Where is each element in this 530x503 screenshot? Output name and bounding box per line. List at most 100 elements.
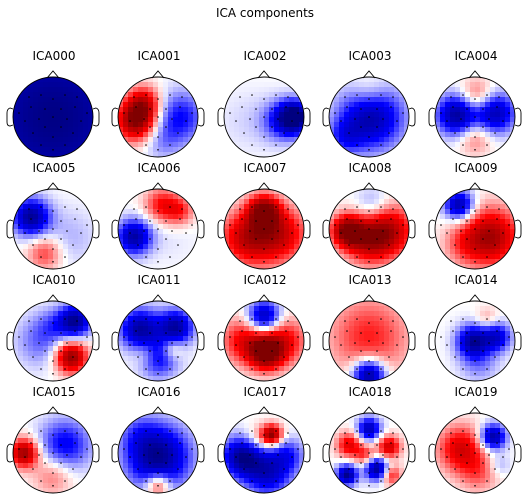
field-cell <box>505 234 511 240</box>
field-cell <box>460 209 466 215</box>
field-cell <box>510 361 515 367</box>
field-cell <box>183 122 189 128</box>
field-cell <box>63 473 69 479</box>
field-cell <box>475 254 481 260</box>
field-cell <box>379 219 385 225</box>
sensor-dot <box>474 340 476 342</box>
field-cell <box>143 413 149 419</box>
field-cell <box>63 433 69 439</box>
sensor-dot <box>474 228 476 230</box>
field-cell <box>63 189 69 195</box>
field-cell <box>359 142 365 148</box>
field-cell <box>173 117 179 123</box>
field-cell <box>495 264 501 269</box>
field-cell <box>168 361 174 367</box>
field-cell <box>173 356 179 362</box>
field-cell <box>465 87 471 93</box>
field-cell <box>128 488 134 493</box>
field-cell <box>249 361 255 367</box>
field-cell <box>158 428 164 434</box>
field-cell <box>118 82 124 88</box>
field-cell <box>13 224 19 230</box>
field-cell <box>63 219 69 225</box>
field-cell <box>475 77 481 83</box>
field-cell <box>339 346 345 352</box>
field-cell <box>239 413 245 419</box>
field-cell <box>63 341 69 347</box>
sensor-dot <box>243 244 245 246</box>
field-cell <box>435 219 441 225</box>
field-cell <box>244 443 250 449</box>
field-cell <box>163 418 169 424</box>
field-cell <box>480 214 486 220</box>
field-cell <box>188 356 194 362</box>
field-cell <box>239 326 245 332</box>
field-cell <box>133 229 139 235</box>
field-cell <box>68 438 74 444</box>
field-cell <box>229 341 235 347</box>
field-cell <box>178 488 184 493</box>
field-cell <box>239 97 245 103</box>
field-cell <box>384 341 390 347</box>
field-cell <box>264 346 270 352</box>
field-cell <box>485 204 491 210</box>
field-cell <box>143 331 149 337</box>
field-cell <box>188 102 194 108</box>
field-cell <box>234 199 240 205</box>
field-cell <box>244 234 250 240</box>
sensor-dot <box>376 332 378 334</box>
field-cell <box>234 351 240 357</box>
sensor-dot <box>157 360 159 362</box>
field-cell <box>369 127 375 133</box>
field-cell <box>359 361 365 367</box>
sensor-dot <box>171 230 173 232</box>
field-cell <box>284 224 290 230</box>
field-cell <box>384 127 390 133</box>
field-cell <box>178 438 184 444</box>
field-cell <box>349 107 355 113</box>
field-cell <box>28 254 34 260</box>
field-cell <box>173 137 179 143</box>
field-cell <box>404 311 409 317</box>
sensor-dot <box>60 350 62 352</box>
field-cell <box>450 142 456 148</box>
field-cell <box>53 418 59 424</box>
sensor-dot <box>169 256 171 258</box>
sensor-dot <box>486 206 488 208</box>
field-cell <box>435 204 441 210</box>
field-cell <box>490 107 496 113</box>
field-cell <box>369 336 375 342</box>
field-cell <box>500 214 506 220</box>
field-cell <box>500 219 506 225</box>
field-cell <box>269 219 275 225</box>
field-cell <box>450 234 456 240</box>
sensor-dot <box>30 106 32 108</box>
field-cell <box>229 92 235 98</box>
field-cell <box>158 189 164 195</box>
field-cell <box>264 234 270 240</box>
field-cell <box>455 214 461 220</box>
field-cell <box>269 122 275 128</box>
field-cell <box>133 244 139 250</box>
field-cell <box>28 351 34 357</box>
field-cell <box>329 142 335 148</box>
scalp-field <box>118 413 198 493</box>
field-cell <box>354 361 360 367</box>
field-cell <box>73 473 79 479</box>
field-cell <box>480 209 486 215</box>
field-cell <box>394 142 400 148</box>
field-cell <box>455 346 461 352</box>
field-cell <box>440 102 446 108</box>
field-cell <box>48 147 54 153</box>
field-cell <box>384 122 390 128</box>
field-cell <box>294 152 300 157</box>
field-cell <box>229 488 235 493</box>
field-cell <box>148 306 154 312</box>
field-cell <box>299 137 304 143</box>
field-cell <box>148 336 154 342</box>
field-cell <box>510 142 515 148</box>
sensor-dot <box>145 206 147 208</box>
field-cell <box>299 219 304 225</box>
field-cell <box>490 219 496 225</box>
field-cell <box>389 229 395 235</box>
